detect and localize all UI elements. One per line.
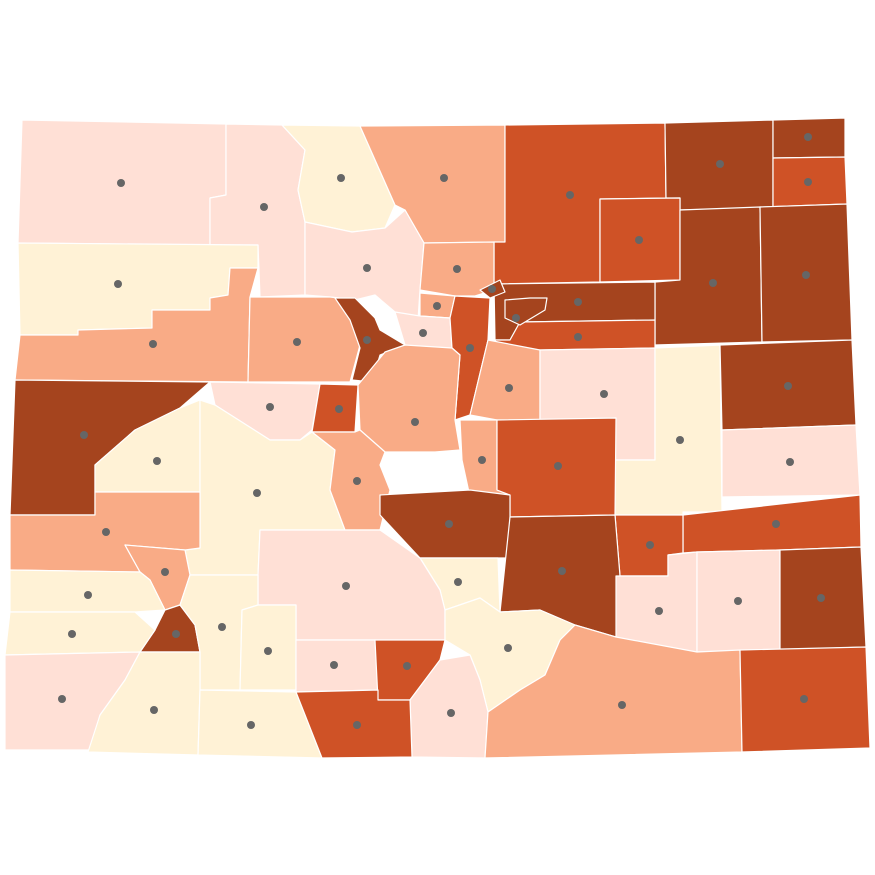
- county-dot: [566, 191, 574, 199]
- county-dot: [335, 405, 343, 413]
- county: [311, 429, 391, 531]
- county-dot: [802, 271, 810, 279]
- county-dot: [600, 390, 608, 398]
- county: [484, 624, 743, 759]
- county-dot: [403, 662, 411, 670]
- county-dot: [466, 344, 474, 352]
- county: [87, 651, 201, 756]
- county-dot: [172, 630, 180, 638]
- county-dot: [646, 541, 654, 549]
- county-dot: [153, 457, 161, 465]
- county-dot: [512, 314, 520, 322]
- county-dot: [709, 279, 717, 287]
- county-dot: [68, 630, 76, 638]
- county-dot: [453, 265, 461, 273]
- county-dot: [800, 695, 808, 703]
- county: [9, 569, 166, 613]
- county-dot: [330, 661, 338, 669]
- county-dot: [363, 264, 371, 272]
- county-dot: [574, 333, 582, 341]
- county-dot: [411, 418, 419, 426]
- county-dot: [440, 174, 448, 182]
- county-dot: [218, 623, 226, 631]
- county-dot: [353, 477, 361, 485]
- county-dot: [293, 338, 301, 346]
- county-dot: [117, 179, 125, 187]
- county-dot: [161, 568, 169, 576]
- county-dot: [504, 644, 512, 652]
- county-dot: [102, 528, 110, 536]
- county-dot: [84, 591, 92, 599]
- county-dot: [353, 721, 361, 729]
- county-dot: [80, 431, 88, 439]
- county-dot: [266, 403, 274, 411]
- county-dot: [247, 721, 255, 729]
- county-dot: [114, 280, 122, 288]
- county-dot: [784, 382, 792, 390]
- county-dot: [488, 285, 496, 293]
- county-dot: [149, 340, 157, 348]
- county-dot: [264, 647, 272, 655]
- county-dot: [554, 462, 562, 470]
- county: [759, 156, 848, 209]
- county-dot: [734, 597, 742, 605]
- county-dot: [574, 298, 582, 306]
- county: [4, 611, 156, 656]
- county-dot: [786, 458, 794, 466]
- county-dot: [337, 174, 345, 182]
- county-dot: [804, 178, 812, 186]
- county: [311, 383, 359, 433]
- county-dot: [817, 594, 825, 602]
- county-dot: [618, 701, 626, 709]
- county-dot: [58, 695, 66, 703]
- county-dot: [419, 329, 427, 337]
- county-dot: [558, 567, 566, 575]
- county-dot: [447, 709, 455, 717]
- county-dot: [505, 384, 513, 392]
- county-dot: [150, 706, 158, 714]
- county-dot: [635, 236, 643, 244]
- county-dot: [253, 489, 261, 497]
- county-dot: [433, 302, 441, 310]
- county-dot: [772, 520, 780, 528]
- county-dot: [342, 582, 350, 590]
- county-dot: [260, 203, 268, 211]
- county-dot: [676, 436, 684, 444]
- county-dot: [478, 456, 486, 464]
- county-dot: [454, 578, 462, 586]
- county-dot: [655, 607, 663, 615]
- county-dot: [363, 336, 371, 344]
- county-dot: [445, 520, 453, 528]
- county-dot: [716, 160, 724, 168]
- county-dot: [804, 133, 812, 141]
